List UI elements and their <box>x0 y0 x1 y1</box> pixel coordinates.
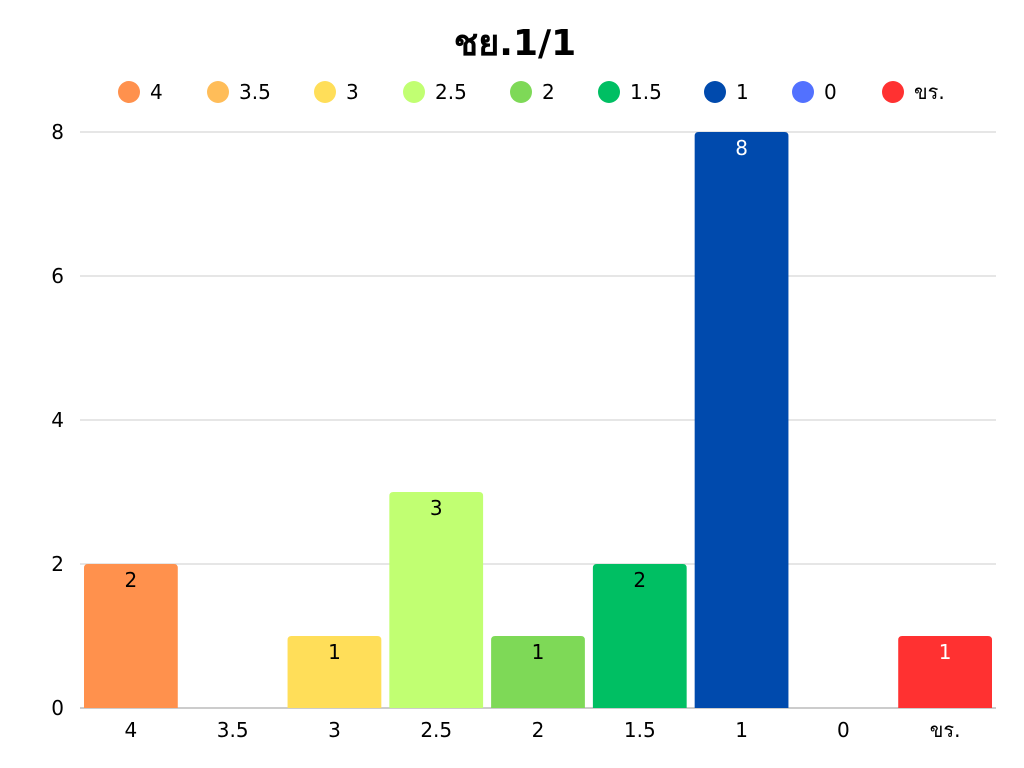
x-tick-label: ขร. <box>930 718 961 742</box>
x-tick-label: 1 <box>735 718 748 742</box>
data-label: 8 <box>735 136 748 160</box>
legend-marker <box>510 81 532 103</box>
data-label: 1 <box>532 640 545 664</box>
x-tick-label: 3 <box>328 718 341 742</box>
legend-marker <box>882 81 904 103</box>
legend-marker <box>207 81 229 103</box>
legend-entry: 1 <box>736 80 749 104</box>
y-tick-label: 0 <box>51 696 64 720</box>
legend-marker <box>792 81 814 103</box>
legend-entry: 0 <box>824 80 837 104</box>
legend-entry: 3 <box>346 80 359 104</box>
data-label: 1 <box>939 640 952 664</box>
y-tick-label: 4 <box>51 408 64 432</box>
data-labels: 2 1 3 1 2 8 1 <box>125 136 952 664</box>
legend-marker <box>314 81 336 103</box>
bar <box>898 636 992 708</box>
x-axis-ticks: 4 3.5 3 2.5 2 1.5 1 0 ขร. <box>125 718 961 742</box>
x-tick-label: 2 <box>532 718 545 742</box>
legend-entry: ขร. <box>914 80 945 104</box>
legend-entry: 3.5 <box>239 80 271 104</box>
legend-entry: 2.5 <box>435 80 467 104</box>
x-tick-label: 0 <box>837 718 850 742</box>
y-tick-label: 2 <box>51 552 64 576</box>
legend-entry: 4 <box>150 80 163 104</box>
chart-title: ชย.1/1 <box>454 23 576 64</box>
bar <box>694 132 789 708</box>
legend-marker <box>118 81 140 103</box>
legend-entry: 2 <box>542 80 555 104</box>
data-label: 3 <box>430 496 443 520</box>
legend-marker <box>704 81 726 103</box>
bar <box>491 636 585 708</box>
legend-marker <box>403 81 425 103</box>
legend-entry: 1.5 <box>630 80 662 104</box>
bar <box>287 636 382 708</box>
x-tick-label: 1.5 <box>624 718 656 742</box>
x-tick-label: 4 <box>125 718 138 742</box>
data-label: 1 <box>328 640 341 664</box>
data-label: 2 <box>125 568 138 592</box>
bar <box>389 492 484 708</box>
y-tick-label: 8 <box>51 120 64 144</box>
x-tick-label: 2.5 <box>420 718 452 742</box>
bars <box>84 132 992 708</box>
bar <box>592 564 687 708</box>
legend: 4 3.5 3 2.5 2 1.5 1 0 ขร. <box>118 80 945 104</box>
bar <box>84 564 178 708</box>
data-label: 2 <box>633 568 646 592</box>
y-axis-ticks: 0 2 4 6 8 <box>51 120 64 720</box>
legend-marker <box>598 81 620 103</box>
x-tick-label: 3.5 <box>217 718 249 742</box>
gridlines <box>80 131 996 709</box>
y-tick-label: 6 <box>51 264 64 288</box>
